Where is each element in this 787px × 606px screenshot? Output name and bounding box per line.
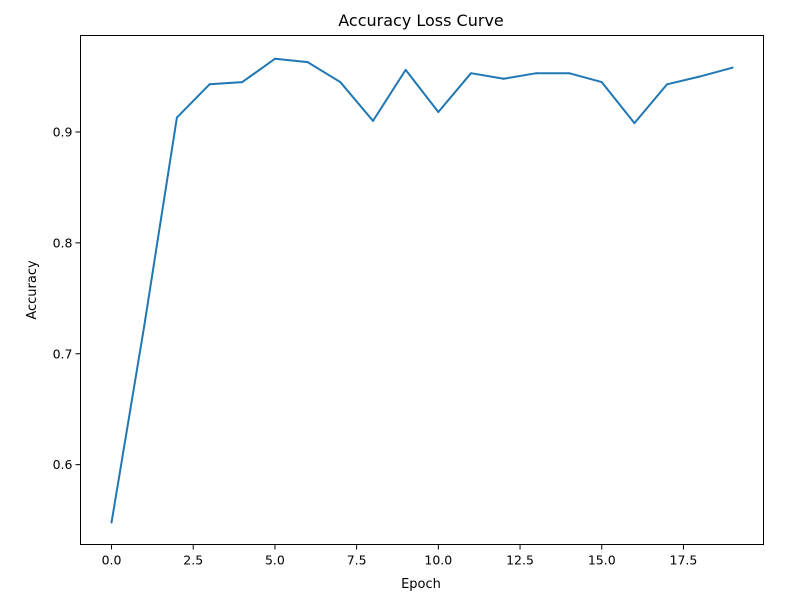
plot-area: 0.0 2.5 5.0 7.5 10.0 12.5 15.0 17.5 0.60.70.80.…	[53, 35, 764, 568]
data-point	[143, 325, 146, 328]
x-axis: 0.0 2.5 5.0 7.5 10.0 12.5 15.0 17.5	[102, 544, 698, 568]
chart-title: Accuracy Loss Curve	[338, 11, 504, 30]
data-point	[208, 83, 211, 86]
data-point	[633, 122, 636, 125]
data-point	[175, 116, 178, 119]
y-tick-label: 0.8	[53, 235, 73, 250]
x-axis-label: Epoch	[401, 577, 441, 592]
series-layer	[110, 57, 734, 524]
y-tick-label: 0.9	[53, 124, 73, 139]
data-point	[666, 83, 669, 86]
y-axis: 0.6 0.7 0.8 0.9	[53, 124, 81, 472]
y-tick-label: 0.7	[53, 346, 73, 361]
x-tick-label: 7.5	[347, 553, 367, 568]
x-tick-label: 0.0	[102, 553, 122, 568]
data-point	[437, 111, 440, 114]
data-point	[502, 77, 505, 80]
data-point	[241, 81, 244, 84]
accuracy-line	[110, 57, 734, 524]
data-point	[273, 57, 276, 60]
x-tick-label: 2.5	[183, 553, 203, 568]
x-tick-label: 15.0	[588, 553, 616, 568]
data-point	[110, 521, 113, 524]
data-point	[600, 81, 603, 84]
data-point	[535, 72, 538, 75]
x-tick-label: 5.0	[265, 553, 285, 568]
data-point	[470, 72, 473, 75]
x-tick-label: 10.0	[424, 553, 452, 568]
y-axis-label: Accuracy	[25, 260, 40, 320]
data-point	[698, 75, 701, 78]
data-point	[404, 68, 407, 71]
x-tick-label: 12.5	[506, 553, 534, 568]
data-point	[568, 72, 571, 75]
plot-frame	[80, 35, 764, 545]
data-point	[371, 119, 374, 122]
data-point	[339, 81, 342, 84]
data-point	[306, 61, 309, 64]
y-tick-label: 0.6	[53, 457, 73, 472]
data-point	[731, 66, 734, 69]
x-tick-label: 17.5	[670, 553, 698, 568]
